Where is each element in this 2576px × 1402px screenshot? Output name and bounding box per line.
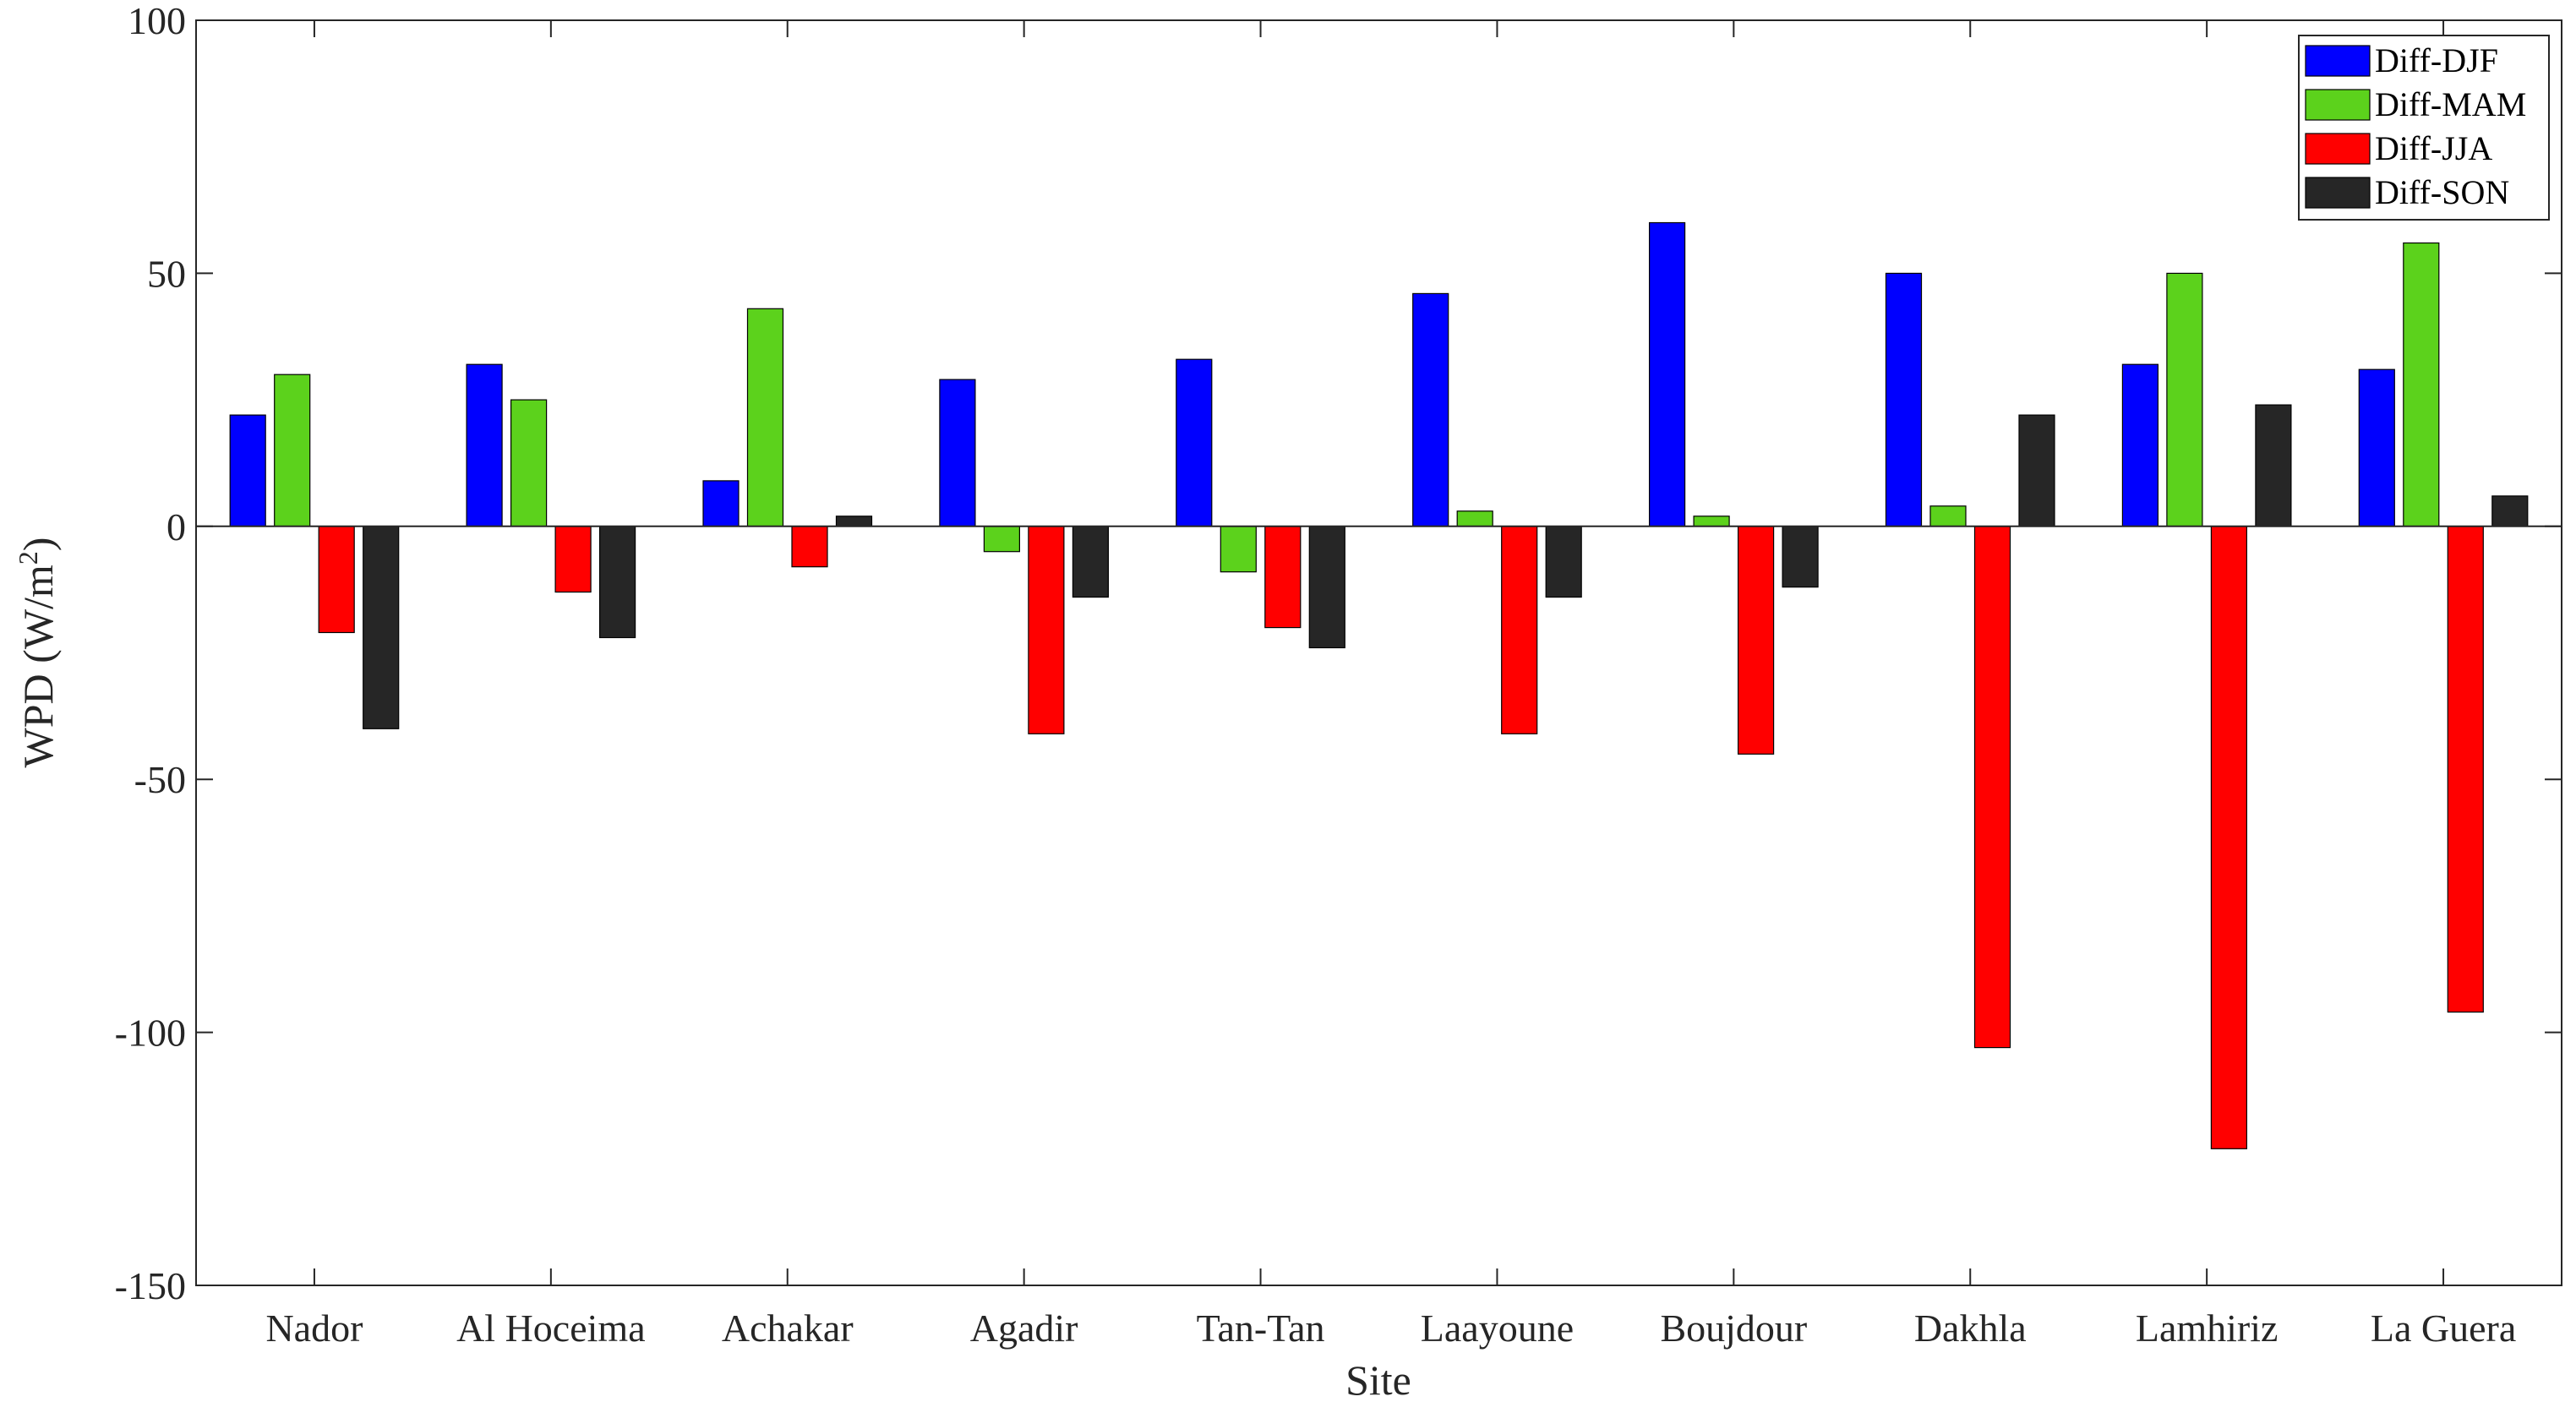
- y-tick-label: 50: [147, 252, 186, 295]
- bar-diff-son-agadir: [1072, 526, 1110, 598]
- bar-diff-son-al-hoceima: [598, 526, 636, 639]
- y-tick-label: -50: [134, 758, 186, 801]
- bar-diff-djf-al-hoceima: [466, 363, 503, 527]
- x-tick-label: La Guera: [2371, 1307, 2516, 1350]
- bar-diff-jja-nador: [318, 526, 355, 634]
- legend-label-diff-djf: Diff-DJF: [2375, 41, 2498, 79]
- y-tick-label: 0: [166, 505, 186, 548]
- bar-diff-jja-boujdour: [1738, 526, 1775, 755]
- bar-diff-jja-agadir: [1028, 526, 1065, 734]
- bar-diff-djf-dakhla: [1885, 272, 1923, 527]
- bar-diff-son-la-guera: [2491, 495, 2529, 527]
- legend-label-diff-mam: Diff-MAM: [2375, 85, 2526, 123]
- bar-diff-jja-laayoune: [1501, 526, 1538, 734]
- bar-diff-mam-boujdour: [1693, 516, 1730, 527]
- y-axis-title: WPD (W/m2): [13, 537, 62, 768]
- x-tick-label: Achakar: [722, 1307, 854, 1350]
- bar-diff-son-dakhla: [2018, 414, 2055, 527]
- bar-diff-jja-lamhiriz: [2210, 526, 2247, 1149]
- bar-diff-djf-boujdour: [1648, 221, 1686, 527]
- legend-swatch-diff-son: [2305, 177, 2371, 209]
- bar-diff-son-tan-tan: [1308, 526, 1345, 649]
- bar-diff-djf-tan-tan: [1176, 358, 1213, 527]
- legend-swatch-diff-mam: [2305, 89, 2371, 121]
- x-tick-label: Boujdour: [1660, 1307, 1807, 1350]
- bar-diff-mam-dakhla: [1929, 505, 1967, 527]
- y-axis-title-superscript: 2: [13, 551, 43, 565]
- bar-diff-mam-laayoune: [1456, 510, 1493, 527]
- x-tick-label: Dakhla: [1914, 1307, 2027, 1350]
- bar-diff-djf-nador: [229, 414, 266, 527]
- y-tick-label: -150: [115, 1264, 186, 1307]
- legend: Diff-DJF Diff-MAM Diff-JJA Diff-SON: [2298, 35, 2550, 221]
- x-tick-label: Tan-Tan: [1197, 1307, 1325, 1350]
- bar-diff-mam-lamhiriz: [2166, 272, 2203, 527]
- bar-diff-jja-dakhla: [1973, 526, 2011, 1049]
- bar-diff-son-nador: [363, 526, 400, 729]
- legend-label-diff-jja: Diff-JJA: [2375, 129, 2492, 167]
- legend-swatch-diff-djf: [2305, 45, 2371, 77]
- plot-frame: [195, 19, 2562, 1286]
- bar-diff-son-laayoune: [1545, 526, 1582, 598]
- bar-diff-mam-al-hoceima: [510, 399, 548, 527]
- bar-diff-mam-la-guera: [2403, 242, 2440, 527]
- x-tick-label: Lamhiriz: [2136, 1307, 2279, 1350]
- bar-diff-mam-nador: [274, 374, 311, 527]
- bar-diff-son-lamhiriz: [2255, 404, 2292, 527]
- y-axis-title-main: WPD (W/m: [14, 565, 62, 767]
- bar-diff-mam-agadir: [983, 526, 1021, 553]
- y-axis-title-close: ): [14, 537, 62, 552]
- x-tick-label: Laayoune: [1421, 1307, 1574, 1350]
- x-tick-label: Al Hoceima: [456, 1307, 646, 1350]
- legend-label-diff-son: Diff-SON: [2375, 173, 2509, 211]
- plot-area: [196, 20, 2562, 1285]
- y-tick-label: 100: [128, 0, 186, 42]
- x-tick-label: Nador: [265, 1307, 363, 1350]
- bar-diff-djf-agadir: [939, 379, 976, 527]
- legend-swatch-diff-jja: [2305, 133, 2371, 165]
- bar-diff-mam-tan-tan: [1220, 526, 1257, 573]
- bar-diff-djf-achakar: [702, 480, 740, 527]
- x-tick-label: Agadir: [970, 1307, 1078, 1350]
- bar-diff-jja-la-guera: [2447, 526, 2484, 1013]
- bar-diff-jja-al-hoceima: [554, 526, 592, 593]
- bar-diff-son-achakar: [835, 516, 873, 527]
- bar-diff-djf-laayoune: [1412, 292, 1449, 527]
- bar-diff-jja-tan-tan: [1264, 526, 1302, 629]
- y-tick-label: -100: [115, 1012, 186, 1055]
- bar-diff-djf-la-guera: [2358, 368, 2395, 527]
- x-axis-title: Site: [1345, 1356, 1411, 1402]
- bars-layer: [229, 221, 2529, 1149]
- bar-diff-jja-achakar: [791, 526, 828, 568]
- axis-ticks: -150 -100 -50 0 50 100 Nador Al Hoceima Achakar A…: [115, 0, 2562, 1350]
- bar-diff-djf-lamhiriz: [2121, 363, 2158, 527]
- bar-diff-son-boujdour: [1782, 526, 1819, 588]
- bar-diff-mam-achakar: [746, 308, 784, 527]
